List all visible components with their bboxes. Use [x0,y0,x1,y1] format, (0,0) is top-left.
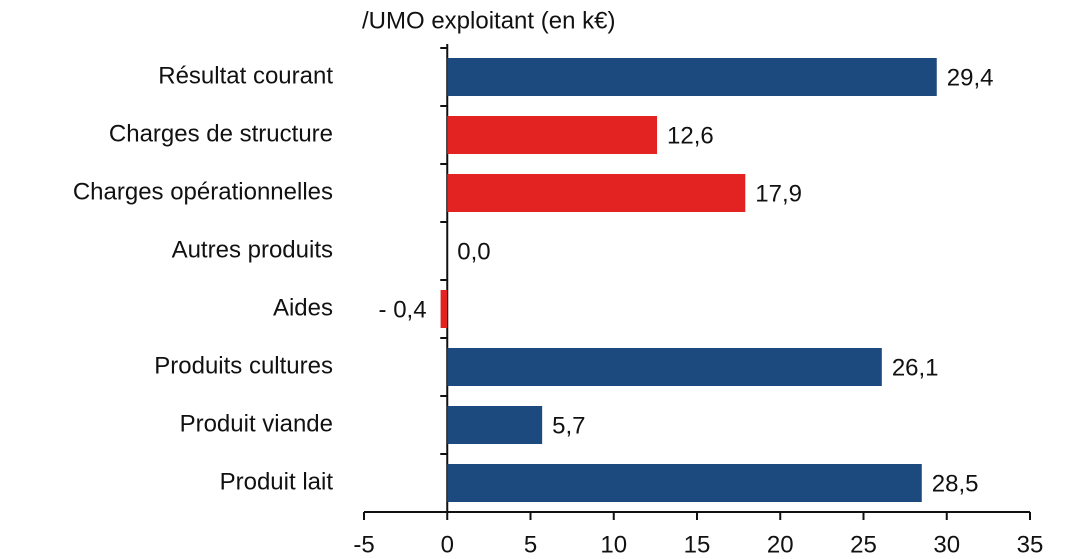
x-tick-label: 35 [1017,531,1044,558]
category-label: Résultat courant [158,62,333,89]
value-label: 28,5 [932,470,979,497]
bar [447,174,746,212]
x-tick-label: 25 [850,531,877,558]
value-label: 0,0 [457,238,490,265]
x-tick-label: 10 [600,531,627,558]
value-label: 12,6 [667,122,714,149]
category-label: Produit viande [180,410,333,437]
bar [447,116,658,154]
x-tick-label: -5 [353,531,374,558]
category-label: Produits cultures [154,352,333,379]
bar [440,290,448,328]
value-label: - 0,4 [379,296,427,323]
chart-title: /UMO exploitant (en k€) [362,7,615,34]
category-label: Charges opérationnelles [73,178,333,205]
x-tick-label: 0 [441,531,454,558]
value-label: 5,7 [552,412,585,439]
x-tick-label: 20 [767,531,794,558]
category-label: Produit lait [220,468,334,495]
category-label: Charges de structure [109,120,333,147]
bar [447,406,543,444]
bar [447,464,922,502]
value-label: 29,4 [947,64,994,91]
x-tick-label: 15 [684,531,711,558]
category-label: Autres produits [172,236,333,263]
category-label: Aides [273,294,333,321]
bar [447,58,937,96]
bar [447,348,882,386]
value-label: 26,1 [892,354,939,381]
value-label: 17,9 [755,180,802,207]
x-tick-label: 5 [524,531,537,558]
x-tick-label: 30 [933,531,960,558]
